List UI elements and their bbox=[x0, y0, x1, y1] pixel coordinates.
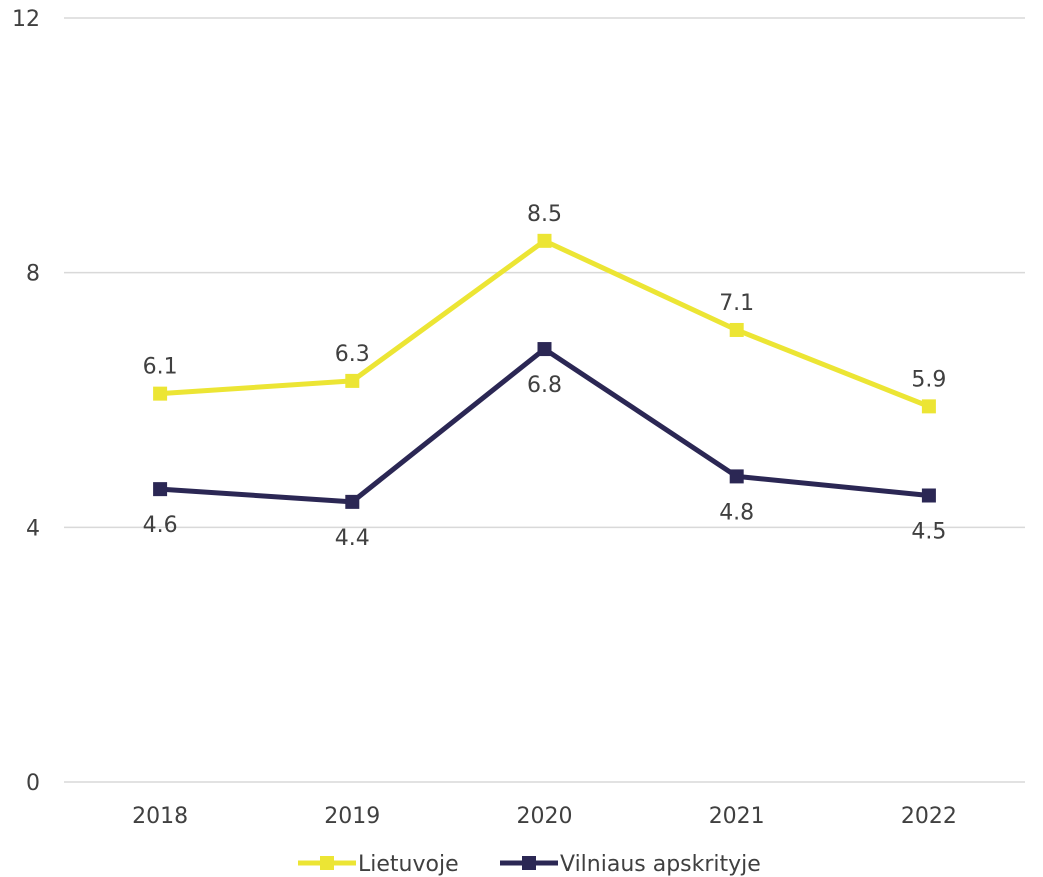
data-point bbox=[921, 488, 936, 503]
legend: Lietuvoje Vilniaus apskrityje bbox=[298, 852, 761, 877]
legend-item-1: Vilniaus apskrityje bbox=[500, 852, 761, 877]
x-tick-label: 2020 bbox=[517, 804, 573, 829]
gridlines bbox=[64, 17, 1025, 783]
y-tick-label: 4 bbox=[26, 516, 40, 541]
data-label: 6.1 bbox=[143, 355, 178, 380]
x-tick-label: 2019 bbox=[324, 804, 380, 829]
x-axis-ticks: 2018 2019 2020 2021 2022 bbox=[132, 804, 957, 829]
data-label: 8.5 bbox=[527, 202, 562, 227]
legend-swatch-marker bbox=[320, 856, 334, 870]
data-point bbox=[921, 399, 936, 414]
data-label: 6.8 bbox=[527, 373, 562, 398]
data-label: 4.8 bbox=[719, 500, 754, 525]
y-tick-label: 12 bbox=[12, 7, 40, 32]
data-point bbox=[345, 373, 360, 388]
legend-item-0: Lietuvoje bbox=[298, 852, 459, 877]
y-axis-ticks: 0 4 8 12 bbox=[12, 7, 40, 796]
data-point bbox=[153, 482, 168, 497]
data-label: 7.1 bbox=[719, 291, 754, 316]
data-label: 5.9 bbox=[911, 367, 946, 392]
x-tick-label: 2018 bbox=[132, 804, 188, 829]
data-label: 4.6 bbox=[143, 513, 178, 538]
legend-label: Vilniaus apskrityje bbox=[560, 852, 761, 877]
series-line bbox=[159, 346, 930, 505]
x-tick-label: 2022 bbox=[901, 804, 957, 829]
data-point bbox=[153, 386, 168, 401]
data-point bbox=[729, 469, 744, 484]
y-tick-label: 8 bbox=[26, 262, 40, 287]
legend-label: Lietuvoje bbox=[358, 852, 459, 877]
x-tick-label: 2021 bbox=[709, 804, 765, 829]
data-labels: 6.1 6.3 8.5 7.1 5.9 4.6 4.4 6.8 4.8 4.5 bbox=[143, 202, 947, 551]
data-point bbox=[537, 342, 552, 357]
y-tick-label: 0 bbox=[26, 771, 40, 796]
legend-swatch-marker bbox=[522, 856, 536, 870]
data-point bbox=[537, 233, 552, 248]
series-0 bbox=[153, 233, 936, 414]
data-point bbox=[345, 494, 360, 509]
data-point bbox=[729, 322, 744, 337]
series-1 bbox=[153, 342, 936, 509]
data-label: 4.5 bbox=[911, 520, 946, 545]
data-label: 6.3 bbox=[335, 342, 370, 367]
series-layer bbox=[153, 233, 936, 509]
data-label: 4.4 bbox=[335, 526, 370, 551]
